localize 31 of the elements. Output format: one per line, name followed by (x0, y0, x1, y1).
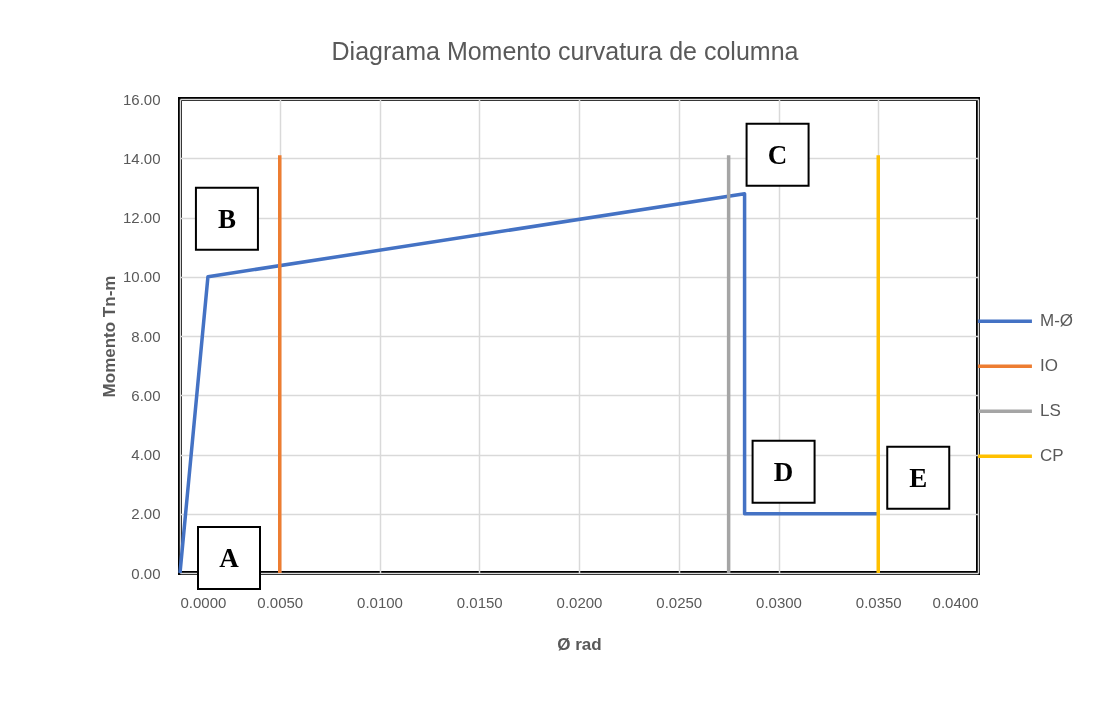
y-tick-label: 6.00 (131, 386, 161, 404)
annotation: C (767, 139, 788, 170)
y-tick-label: 8.00 (131, 327, 161, 345)
x-axis-title: Ø rad (557, 634, 602, 654)
x-tick-label: 0.0000 (180, 593, 227, 611)
x-tick-label: 0.0250 (656, 593, 703, 611)
y-tick-label: 16.00 (122, 90, 161, 108)
y-tick-label: 12.00 (122, 209, 161, 226)
annotation: B (217, 203, 236, 234)
x-tick-label: 0.0100 (357, 593, 403, 611)
x-tick-label: 0.0050 (257, 593, 304, 611)
annotation: A (219, 543, 240, 573)
line-series (178, 192, 880, 575)
legend-label: CP (1040, 446, 1064, 466)
x-tick-label: 0.0400 (932, 593, 979, 611)
y-axis-title: Momento Tn-m (99, 275, 119, 398)
legend-label: IO (1040, 356, 1058, 376)
x-tick-label: 0.0300 (756, 593, 802, 611)
x-tick-label: 0.0200 (556, 593, 603, 611)
legend-label: M-Ø (1040, 311, 1074, 331)
chart-title: Diagrama Momento curvatura de columna (331, 37, 799, 65)
y-tick-label: 0.00 (131, 564, 161, 582)
x-tick-label: 0.0350 (855, 593, 902, 611)
legend-label: LS (1040, 401, 1061, 421)
annotation: E (909, 462, 928, 493)
annotation: D (773, 456, 794, 487)
x-tick-label: 0.0150 (456, 593, 503, 611)
y-tick-label: 10.00 (122, 268, 161, 286)
y-tick-label: 2.00 (131, 505, 161, 523)
y-tick-label: 14.00 (122, 149, 161, 167)
y-tick-label: 4.00 (131, 446, 161, 463)
